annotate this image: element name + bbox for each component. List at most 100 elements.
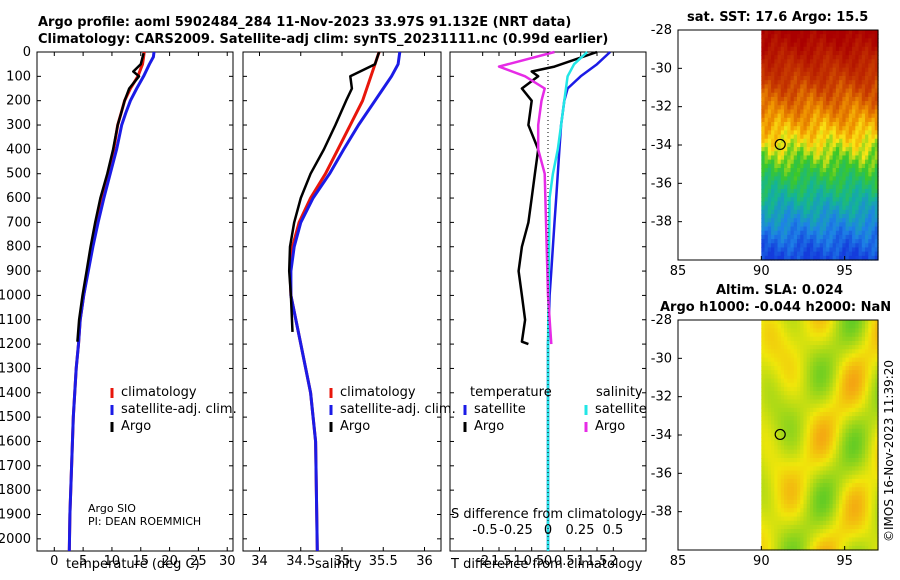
sla-map-cell [852,374,856,380]
sst-map-cell [855,163,860,169]
sla-map-cell [874,386,879,392]
sst-map-cell [777,122,782,127]
sst-map-cell [800,255,805,261]
sst-map-cell [819,163,824,169]
sst-map-cell [839,209,843,215]
sst-map-cell [868,197,873,203]
sla-map-cell [806,370,811,375]
sst-map-cell [839,226,843,232]
sst-map-cell [784,218,788,223]
sst-map-cell [784,193,788,198]
sla-map-cell [803,537,808,543]
sst-map-cell [790,205,795,211]
sst-map-cell [829,205,834,211]
sla-map-cell [803,424,808,430]
sla-map-cell [852,491,856,497]
sst-map-cell [787,255,792,261]
sst-map-cell [826,134,830,140]
sst-map-cell [865,113,869,119]
sla-map-cell [835,487,840,493]
sla-map-cell [874,437,879,442]
sst-map-cell [774,42,779,48]
sla-map-cell [839,382,843,388]
sla-map-cell [809,491,814,497]
sst-map-cell [803,105,808,111]
sst-map-cell [855,155,860,161]
sst-map-cell [777,130,782,136]
sst-map-cell [761,105,766,111]
sst-map-cell [761,88,766,94]
sla-map-cell [790,491,795,497]
sst-map-cell [819,50,824,56]
sst-map-cell [764,255,769,261]
sst-map-cell [780,71,785,77]
sla-map-cell [784,437,788,442]
depth-tick-label: 1200 [0,337,31,352]
sla-map-cell [816,391,821,396]
sst-map-cell [861,209,866,215]
sla-map-cell [771,320,775,325]
sst-map-cell [800,222,805,228]
sla-map-cell [803,349,808,355]
sst-map-cell [809,188,814,194]
sst-map-cell [774,163,779,169]
sst-map-cell [806,42,811,48]
sla-map-cell [839,545,843,551]
sst-map-cell [826,126,830,131]
sst-map-cell [816,214,821,219]
sst-map-cell [796,209,801,215]
sla-map-cell [861,370,866,375]
sst-map-cell [809,218,814,223]
sla-map-cell [858,516,863,522]
sst-map-cell [771,76,775,81]
sla-map-cell [796,462,801,467]
sst-map-ytick-label: -36 [651,176,672,191]
sst-map-cell [800,76,805,81]
sla-map-cell [806,345,811,350]
sla-map-cell [806,441,811,447]
sla-map-cell [842,386,847,392]
sla-map-cell [793,361,798,367]
sst-map-cell [774,117,779,123]
sla-map-cell [868,412,873,417]
sla-map-cell [852,382,856,388]
sla-map-cell [822,320,827,325]
sst-map-cell [813,63,818,69]
sla-map-cell [784,399,788,405]
sla-map-cell [780,428,785,434]
sst-map-cell [793,138,798,144]
sla-map-cell [809,357,814,363]
sst-map-cell [839,239,843,244]
sst-map-cell [780,63,785,69]
sst-map-cell [845,138,850,144]
sst-map-cell [861,101,866,106]
sla-map-cell [806,453,811,459]
sla-map-cell [816,441,821,447]
sst-map-cell [793,134,798,140]
sst-map-cell [761,197,766,203]
sla-map-cell [874,512,879,518]
sla-map-cell [813,420,818,426]
sst-map-cell [774,168,779,173]
sst-map-cell [813,222,818,228]
sla-map-cell [839,320,843,325]
sst-map-cell [806,142,811,148]
sla-map-cell [826,504,830,509]
sla-map-cell [839,508,843,513]
sla-map-cell [852,449,856,455]
sla-map-cell [826,324,830,329]
sst-map-cell [813,134,818,140]
sst-map-cell [771,168,775,173]
sst-map-cell [861,88,866,94]
sla-map-cell [858,374,863,380]
sla-map-cell [826,520,830,526]
sla-map-cell [787,366,792,371]
sst-map-cell [793,113,798,119]
sla-map-cell [777,378,782,384]
sst-map-cell [784,230,788,236]
sla-map-cell [842,499,847,505]
sst-map-cell [852,67,856,73]
sst-map-xtick-label: 95 [836,264,853,279]
sst-map-cell [784,92,788,98]
sst-map-cell [855,214,860,219]
